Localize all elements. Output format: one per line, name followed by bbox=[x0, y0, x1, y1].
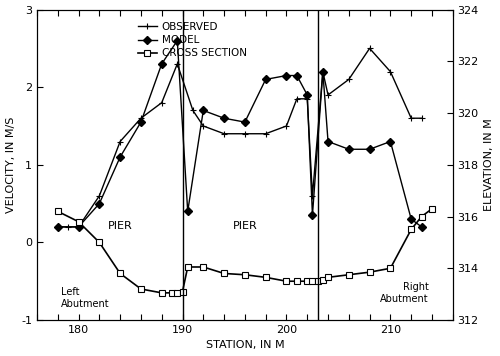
OBSERVED bbox=[55, 225, 61, 229]
MODEL bbox=[284, 73, 290, 78]
MODEL bbox=[418, 225, 424, 229]
OBSERVED bbox=[221, 132, 227, 136]
CROSS SECTION bbox=[76, 220, 82, 224]
OBSERVED bbox=[262, 132, 268, 136]
MODEL bbox=[117, 155, 123, 159]
CROSS SECTION bbox=[96, 240, 102, 245]
MODEL bbox=[174, 38, 180, 43]
Line: CROSS SECTION: CROSS SECTION bbox=[55, 206, 435, 295]
OBSERVED bbox=[304, 97, 310, 101]
MODEL bbox=[76, 225, 82, 229]
OBSERVED bbox=[158, 100, 164, 105]
CROSS SECTION bbox=[366, 270, 372, 274]
OBSERVED bbox=[138, 116, 144, 120]
CROSS SECTION bbox=[184, 265, 190, 269]
Line: OBSERVED: OBSERVED bbox=[55, 46, 424, 230]
CROSS SECTION bbox=[304, 279, 310, 283]
CROSS SECTION bbox=[320, 278, 326, 282]
MODEL bbox=[138, 120, 144, 124]
MODEL bbox=[320, 69, 326, 74]
MODEL bbox=[294, 73, 300, 78]
OBSERVED bbox=[320, 69, 326, 74]
CROSS SECTION bbox=[388, 266, 394, 271]
CROSS SECTION bbox=[325, 275, 331, 279]
OBSERVED bbox=[200, 124, 206, 128]
CROSS SECTION bbox=[314, 279, 320, 283]
CROSS SECTION bbox=[262, 275, 268, 279]
CROSS SECTION bbox=[200, 265, 206, 269]
CROSS SECTION bbox=[138, 287, 144, 291]
CROSS SECTION bbox=[294, 279, 300, 283]
OBSERVED bbox=[65, 225, 71, 229]
MODEL bbox=[388, 139, 394, 143]
CROSS SECTION bbox=[310, 279, 316, 283]
OBSERVED bbox=[325, 93, 331, 97]
Line: MODEL: MODEL bbox=[55, 38, 424, 230]
MODEL bbox=[408, 217, 414, 221]
Y-axis label: VELOCITY, IN M/S: VELOCITY, IN M/S bbox=[6, 117, 16, 213]
Text: PIER: PIER bbox=[108, 221, 132, 231]
MODEL bbox=[304, 93, 310, 97]
MODEL bbox=[96, 201, 102, 206]
CROSS SECTION bbox=[180, 289, 186, 294]
MODEL bbox=[242, 120, 248, 124]
Y-axis label: ELEVATION, IN M: ELEVATION, IN M bbox=[484, 119, 494, 211]
OBSERVED bbox=[96, 194, 102, 198]
CROSS SECTION bbox=[221, 271, 227, 276]
CROSS SECTION bbox=[158, 291, 164, 295]
MODEL bbox=[310, 213, 316, 218]
CROSS SECTION bbox=[429, 206, 435, 211]
MODEL bbox=[158, 62, 164, 66]
Legend: OBSERVED, MODEL, CROSS SECTION: OBSERVED, MODEL, CROSS SECTION bbox=[134, 18, 251, 62]
MODEL bbox=[55, 225, 61, 229]
CROSS SECTION bbox=[169, 291, 175, 295]
CROSS SECTION bbox=[55, 209, 61, 214]
CROSS SECTION bbox=[346, 273, 352, 277]
MODEL bbox=[346, 147, 352, 151]
MODEL bbox=[366, 147, 372, 151]
OBSERVED bbox=[76, 225, 82, 229]
OBSERVED bbox=[418, 116, 424, 120]
OBSERVED bbox=[408, 116, 414, 120]
CROSS SECTION bbox=[117, 271, 123, 276]
CROSS SECTION bbox=[174, 291, 180, 295]
OBSERVED bbox=[190, 108, 196, 112]
Text: Right
Abutment: Right Abutment bbox=[380, 282, 429, 304]
MODEL bbox=[184, 209, 190, 214]
MODEL bbox=[325, 139, 331, 143]
OBSERVED bbox=[174, 62, 180, 66]
OBSERVED bbox=[284, 124, 290, 128]
OBSERVED bbox=[366, 46, 372, 51]
OBSERVED bbox=[294, 97, 300, 101]
OBSERVED bbox=[310, 194, 316, 198]
OBSERVED bbox=[242, 132, 248, 136]
Text: PIER: PIER bbox=[232, 221, 257, 231]
OBSERVED bbox=[346, 77, 352, 82]
Text: Left
Abutment: Left Abutment bbox=[61, 288, 110, 309]
OBSERVED bbox=[388, 69, 394, 74]
OBSERVED bbox=[117, 139, 123, 143]
MODEL bbox=[262, 77, 268, 82]
CROSS SECTION bbox=[284, 279, 290, 283]
MODEL bbox=[200, 108, 206, 112]
CROSS SECTION bbox=[418, 214, 424, 219]
CROSS SECTION bbox=[242, 273, 248, 277]
X-axis label: STATION, IN M: STATION, IN M bbox=[206, 340, 284, 350]
MODEL bbox=[221, 116, 227, 120]
CROSS SECTION bbox=[408, 227, 414, 232]
